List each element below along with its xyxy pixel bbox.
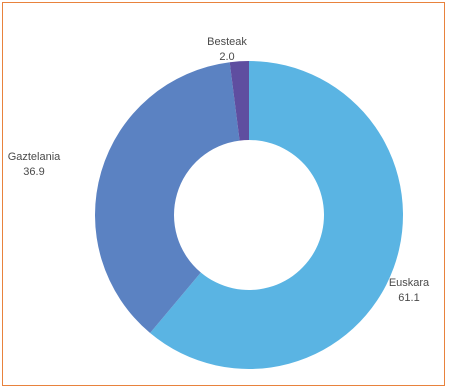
donut-slice-gaztelania <box>94 62 240 334</box>
slice-label-euskara: Euskara 61.1 <box>384 276 434 306</box>
slice-name-gaztelania: Gaztelania <box>7 151 61 163</box>
slice-name-besteak: Besteak <box>207 36 247 48</box>
donut-slice-besteak <box>229 61 249 141</box>
slice-value-gaztelania: 36.9 <box>23 166 45 178</box>
slice-value-euskara: 61.1 <box>398 292 420 304</box>
slice-name-euskara: Euskara <box>388 277 430 289</box>
donut-slice-euskara <box>150 61 403 369</box>
slice-value-besteak: 2.0 <box>219 51 235 63</box>
slice-label-besteak: Besteak 2.0 <box>202 35 252 65</box>
donut-slices <box>94 61 403 369</box>
slice-label-gaztelania: Gaztelania 36.9 <box>6 150 62 180</box>
